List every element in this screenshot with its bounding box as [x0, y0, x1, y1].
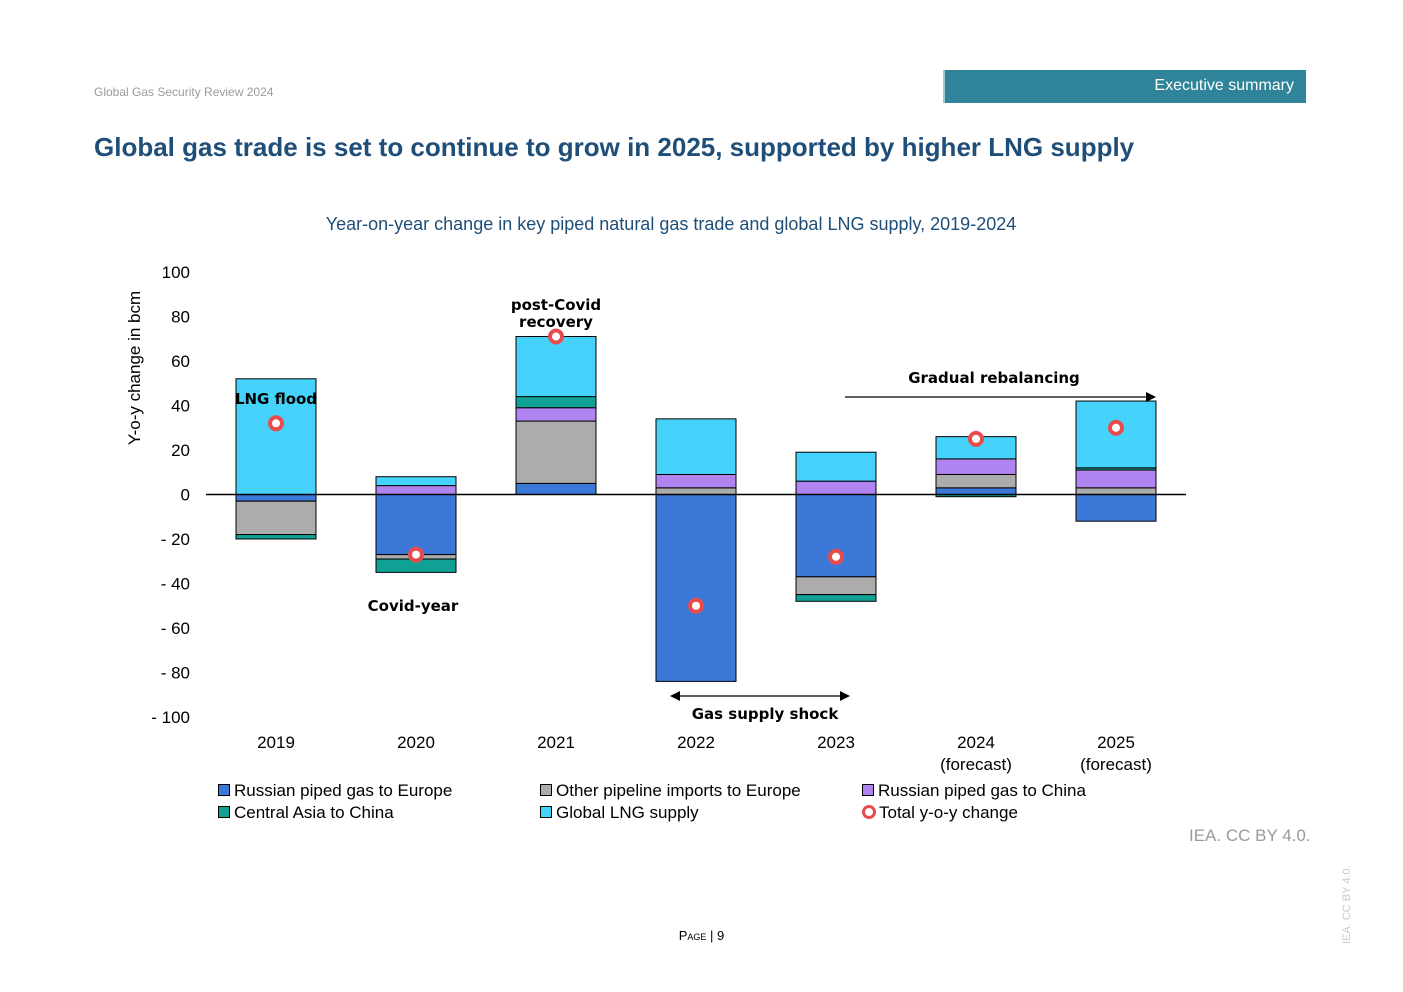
x-tick-label: 2021 — [537, 733, 575, 752]
page-title: Global gas trade is set to continue to g… — [94, 132, 1135, 162]
total-marker — [1108, 419, 1124, 436]
page-number: 9 — [717, 928, 725, 943]
bar-segment — [795, 594, 877, 602]
bar-segment — [375, 494, 457, 556]
x-axis-ticks: 2019 2020 2021 2022 2023 2024 (forecast) 2025 (f… — [257, 733, 1152, 774]
y-tick-label: 80 — [171, 308, 190, 327]
total-marker — [968, 430, 984, 447]
bar-segment — [235, 500, 317, 536]
bar-segment — [795, 480, 877, 495]
annotation-lng-flood: LNG flood — [235, 390, 317, 408]
bar-segment — [235, 494, 317, 502]
bar-segment — [1075, 494, 1157, 522]
bar-segment — [375, 485, 457, 496]
x-tick-label: 2024 — [957, 733, 995, 752]
y-tick-label: 100 — [162, 263, 190, 282]
legend-item-central-asia: Central Asia to China — [218, 803, 394, 823]
bar-segment — [935, 458, 1017, 475]
annotations: LNG flood Covid-year post-Covid recovery… — [235, 296, 1156, 723]
bar-segment — [655, 494, 737, 682]
y-tick-label: 60 — [171, 352, 190, 371]
legend-item-russian-china: Russian piped gas to China — [862, 781, 1086, 801]
legend-item-lng: Global LNG supply — [540, 803, 699, 823]
annotation-rebalancing: Gradual rebalancing — [908, 369, 1080, 387]
total-marker — [268, 415, 284, 432]
y-tick-label: - 20 — [161, 530, 190, 549]
bar-segment — [375, 476, 457, 487]
y-tick-label: - 60 — [161, 619, 190, 638]
y-axis-ticks: 100 80 60 40 20 0 - 20 - 40 - 60 - 80 - 100 — [151, 263, 190, 727]
side-license: IEA. CC BY 4.0. — [1341, 865, 1353, 944]
supply-shock-arrow — [670, 691, 850, 701]
legend-item-total: Total y-o-y change — [862, 803, 1018, 823]
legend-swatch — [218, 806, 230, 818]
bar-segment — [235, 378, 317, 495]
bar-segment — [515, 407, 597, 422]
bar-segment — [515, 396, 597, 409]
annotation-supply-shock: Gas supply shock — [692, 705, 840, 723]
page-label: Page — [678, 928, 707, 943]
legend-label: Global LNG supply — [556, 803, 699, 822]
bar-segment — [515, 420, 597, 484]
legend-label: Other pipeline imports to Europe — [556, 781, 801, 800]
bar-segment — [1075, 487, 1157, 496]
legend-label: Total y-o-y change — [879, 803, 1018, 822]
chart-title: Year-on-year change in key piped natural… — [325, 214, 1017, 234]
x-tick-label: 2025 — [1097, 733, 1135, 752]
source-note: IEA. CC BY 4.0. — [1189, 826, 1311, 845]
bar-segment — [515, 482, 597, 495]
bar-segment — [795, 451, 877, 482]
x-tick-label: 2023 — [817, 733, 855, 752]
annotation-post-covid-line2: recovery — [519, 313, 593, 331]
section-label: Executive summary — [943, 70, 1306, 103]
legend-swatch — [862, 784, 874, 796]
y-tick-label: - 80 — [161, 664, 190, 683]
total-marker — [828, 548, 844, 565]
y-tick-label: 0 — [181, 486, 190, 505]
x-tick-label: 2022 — [677, 733, 715, 752]
legend-swatch — [218, 784, 230, 796]
legend-swatch — [540, 806, 552, 818]
bars — [235, 336, 1157, 682]
bar-segment — [935, 487, 1017, 496]
y-tick-label: - 100 — [151, 708, 190, 727]
bar-segment — [1075, 469, 1157, 489]
y-tick-label: - 40 — [161, 575, 190, 594]
annotation-covid-year: Covid-year — [368, 597, 459, 615]
legend-item-russian-europe: Russian piped gas to Europe — [218, 781, 452, 801]
legend-label: Russian piped gas to Europe — [234, 781, 453, 800]
bar-segment — [235, 534, 317, 540]
bar-segment — [515, 336, 597, 398]
y-axis-label: Y-o-y change in bcm — [125, 291, 144, 445]
bar-segment — [935, 473, 1017, 489]
page-footer: Page | 9 — [678, 928, 725, 943]
bar-segment — [795, 576, 877, 596]
total-marker — [548, 328, 564, 345]
x-tick-label: 2020 — [397, 733, 435, 752]
total-marker — [408, 546, 424, 563]
annotation-post-covid-line1: post-Covid — [511, 296, 601, 314]
rebalancing-arrow — [845, 392, 1156, 402]
legend-label: Central Asia to China — [234, 803, 394, 822]
total-marker — [688, 597, 704, 614]
legend-swatch — [540, 784, 552, 796]
y-tick-label: 20 — [171, 441, 190, 460]
document-title: Global Gas Security Review 2024 — [94, 85, 274, 99]
legend-marker — [862, 805, 876, 819]
bar-segment — [655, 487, 737, 496]
x-tick-note: (forecast) — [940, 755, 1012, 774]
legend-label: Russian piped gas to China — [878, 781, 1086, 800]
section-label-text: Executive summary — [1154, 77, 1294, 94]
y-tick-label: 40 — [171, 397, 190, 416]
x-tick-label: 2019 — [257, 733, 295, 752]
total-markers — [268, 328, 1124, 614]
x-tick-note: (forecast) — [1080, 755, 1152, 774]
bar-segment — [655, 418, 737, 475]
legend-item-other-pipeline: Other pipeline imports to Europe — [540, 781, 801, 801]
bar-segment — [655, 473, 737, 489]
